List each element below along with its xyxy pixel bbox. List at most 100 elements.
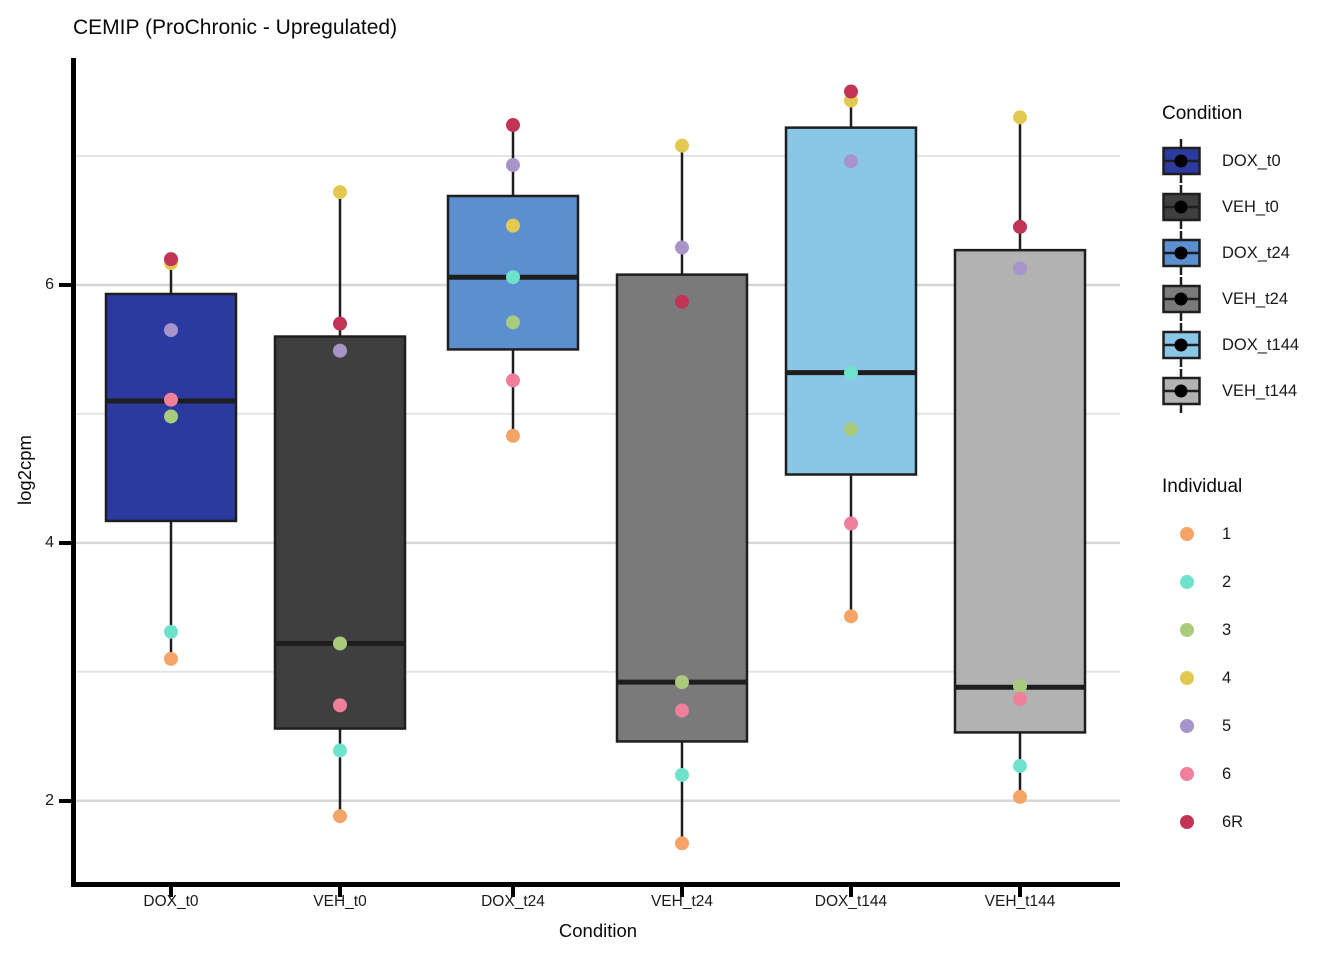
legend-item-individual-5: 5 xyxy=(1162,702,1243,750)
legend-item-DOX_t24: DOX_t24 xyxy=(1162,230,1299,276)
point-VEH_t24-individual-1 xyxy=(675,836,689,851)
point-DOX_t144-individual-3 xyxy=(844,422,858,437)
legend-key-dot-icon xyxy=(1180,767,1194,781)
point-VEH_t24-individual-2 xyxy=(675,767,689,782)
point-DOX_t0-individual-6R xyxy=(164,252,178,267)
x-tick xyxy=(511,887,515,897)
legend-item-individual-1: 1 xyxy=(1162,510,1243,558)
legend-key-boxplot-icon xyxy=(1162,139,1201,183)
point-VEH_t24-individual-6R xyxy=(675,294,689,309)
box-VEH_t24 xyxy=(615,273,749,743)
x-tick-label-VEH_t24: VEH_t24 xyxy=(650,893,714,910)
legend-item-individual-6R: 6R xyxy=(1162,798,1243,846)
x-tick-label-DOX_t144: DOX_t144 xyxy=(814,893,888,910)
point-VEH_t0-individual-6R xyxy=(333,316,347,331)
point-DOX_t24-individual-6R xyxy=(506,118,520,133)
x-tick xyxy=(1018,887,1022,897)
y-tick-label: 4 xyxy=(45,533,54,551)
y-axis-line xyxy=(71,58,76,887)
point-VEH_t24-individual-6 xyxy=(675,703,689,718)
point-VEH_t24-individual-3 xyxy=(675,675,689,690)
legend-condition: DOX_t0 VEH_t0 DOX_t24 VEH_t24 DOX_t144 VEH_t1… xyxy=(1162,138,1299,414)
legend-key-dot-icon xyxy=(1180,719,1194,733)
point-DOX_t24-individual-2 xyxy=(506,270,520,285)
point-DOX_t24-individual-1 xyxy=(506,428,520,443)
x-tick-label-DOX_t0: DOX_t0 xyxy=(143,893,199,910)
point-VEH_t0-individual-5 xyxy=(333,343,347,358)
legend-label: DOX_t0 xyxy=(1222,151,1281,170)
legend-key-dot-icon xyxy=(1180,527,1194,541)
y-tick-label: 6 xyxy=(45,275,54,293)
point-VEH_t0-individual-6 xyxy=(333,698,347,713)
x-tick xyxy=(169,887,173,897)
legend-label: 4 xyxy=(1222,668,1232,687)
legend-individual-title: Individual xyxy=(1162,476,1243,497)
legend-item-VEH_t24: VEH_t24 xyxy=(1162,276,1299,322)
legend-item-individual-4: 4 xyxy=(1162,654,1243,702)
box-DOX_t144 xyxy=(784,126,918,476)
box-VEH_t144 xyxy=(953,248,1087,734)
legend-item-DOX_t0: DOX_t0 xyxy=(1162,138,1299,184)
point-DOX_t0-individual-3 xyxy=(164,409,178,424)
legend-key-boxplot-icon xyxy=(1162,369,1201,413)
legend-key-boxplot-icon xyxy=(1162,323,1201,367)
point-DOX_t24-individual-3 xyxy=(506,315,520,330)
point-DOX_t0-individual-2 xyxy=(164,624,178,639)
legend-label: 6 xyxy=(1222,764,1232,783)
legend-key-dot-icon xyxy=(1180,815,1194,829)
x-tick xyxy=(680,887,684,897)
legend-item-VEH_t144: VEH_t144 xyxy=(1162,368,1299,414)
point-DOX_t24-individual-5 xyxy=(506,158,520,173)
boxplot-svg xyxy=(76,84,1120,851)
point-DOX_t0-individual-6 xyxy=(164,392,178,407)
legend-label: DOX_t24 xyxy=(1222,243,1290,262)
point-VEH_t144-individual-2 xyxy=(1013,758,1027,773)
y-axis-title: log2cpm xyxy=(14,435,35,505)
x-tick-label-VEH_t144: VEH_t144 xyxy=(984,893,1056,910)
legend-label: VEH_t144 xyxy=(1222,381,1298,400)
box-VEH_t0 xyxy=(273,335,407,730)
legend-item-individual-3: 3 xyxy=(1162,606,1243,654)
point-DOX_t24-individual-4 xyxy=(506,218,520,233)
y-tick-label: 2 xyxy=(45,791,54,809)
legend-item-DOX_t144: DOX_t144 xyxy=(1162,322,1299,368)
y-tick xyxy=(59,282,71,287)
x-axis-line xyxy=(71,882,1120,887)
x-tick xyxy=(849,887,853,897)
y-tick xyxy=(59,798,71,803)
point-VEH_t0-individual-1 xyxy=(333,809,347,824)
point-DOX_t0-individual-1 xyxy=(164,651,178,666)
legend-label: VEH_t24 xyxy=(1222,289,1289,308)
legend-key-dot-icon xyxy=(1180,623,1194,637)
legend-key-dot-icon xyxy=(1180,671,1194,685)
point-DOX_t144-individual-1 xyxy=(844,609,858,624)
legend-label: 6R xyxy=(1222,812,1244,831)
legend-label: DOX_t144 xyxy=(1222,335,1300,354)
legend-label: VEH_t0 xyxy=(1222,197,1279,216)
point-VEH_t0-individual-3 xyxy=(333,636,347,651)
point-DOX_t0-individual-5 xyxy=(164,323,178,338)
legend-label: 3 xyxy=(1222,620,1232,639)
point-DOX_t144-individual-2 xyxy=(844,365,858,380)
legend-item-individual-6: 6 xyxy=(1162,750,1243,798)
point-DOX_t144-individual-6 xyxy=(844,516,858,531)
point-VEH_t144-individual-3 xyxy=(1013,678,1027,693)
legend-key-boxplot-icon xyxy=(1162,185,1201,229)
point-VEH_t144-individual-5 xyxy=(1013,261,1027,276)
legend-item-individual-2: 2 xyxy=(1162,558,1243,606)
point-VEH_t144-individual-4 xyxy=(1013,110,1027,125)
legend-key-dot-icon xyxy=(1180,575,1194,589)
legend-label: 5 xyxy=(1222,716,1232,735)
x-axis-title: Condition xyxy=(558,920,638,941)
legend-condition-title: Condition xyxy=(1162,103,1243,124)
legend-key-boxplot-icon xyxy=(1162,231,1201,275)
point-VEH_t144-individual-1 xyxy=(1013,789,1027,804)
point-VEH_t144-individual-6R xyxy=(1013,219,1027,234)
legend-key-boxplot-icon xyxy=(1162,277,1201,321)
x-tick xyxy=(338,887,342,897)
point-DOX_t144-individual-6R xyxy=(844,84,858,99)
point-DOX_t24-individual-6 xyxy=(506,373,520,388)
legend-label: 2 xyxy=(1222,572,1232,591)
x-tick-label-DOX_t24: DOX_t24 xyxy=(481,893,545,910)
